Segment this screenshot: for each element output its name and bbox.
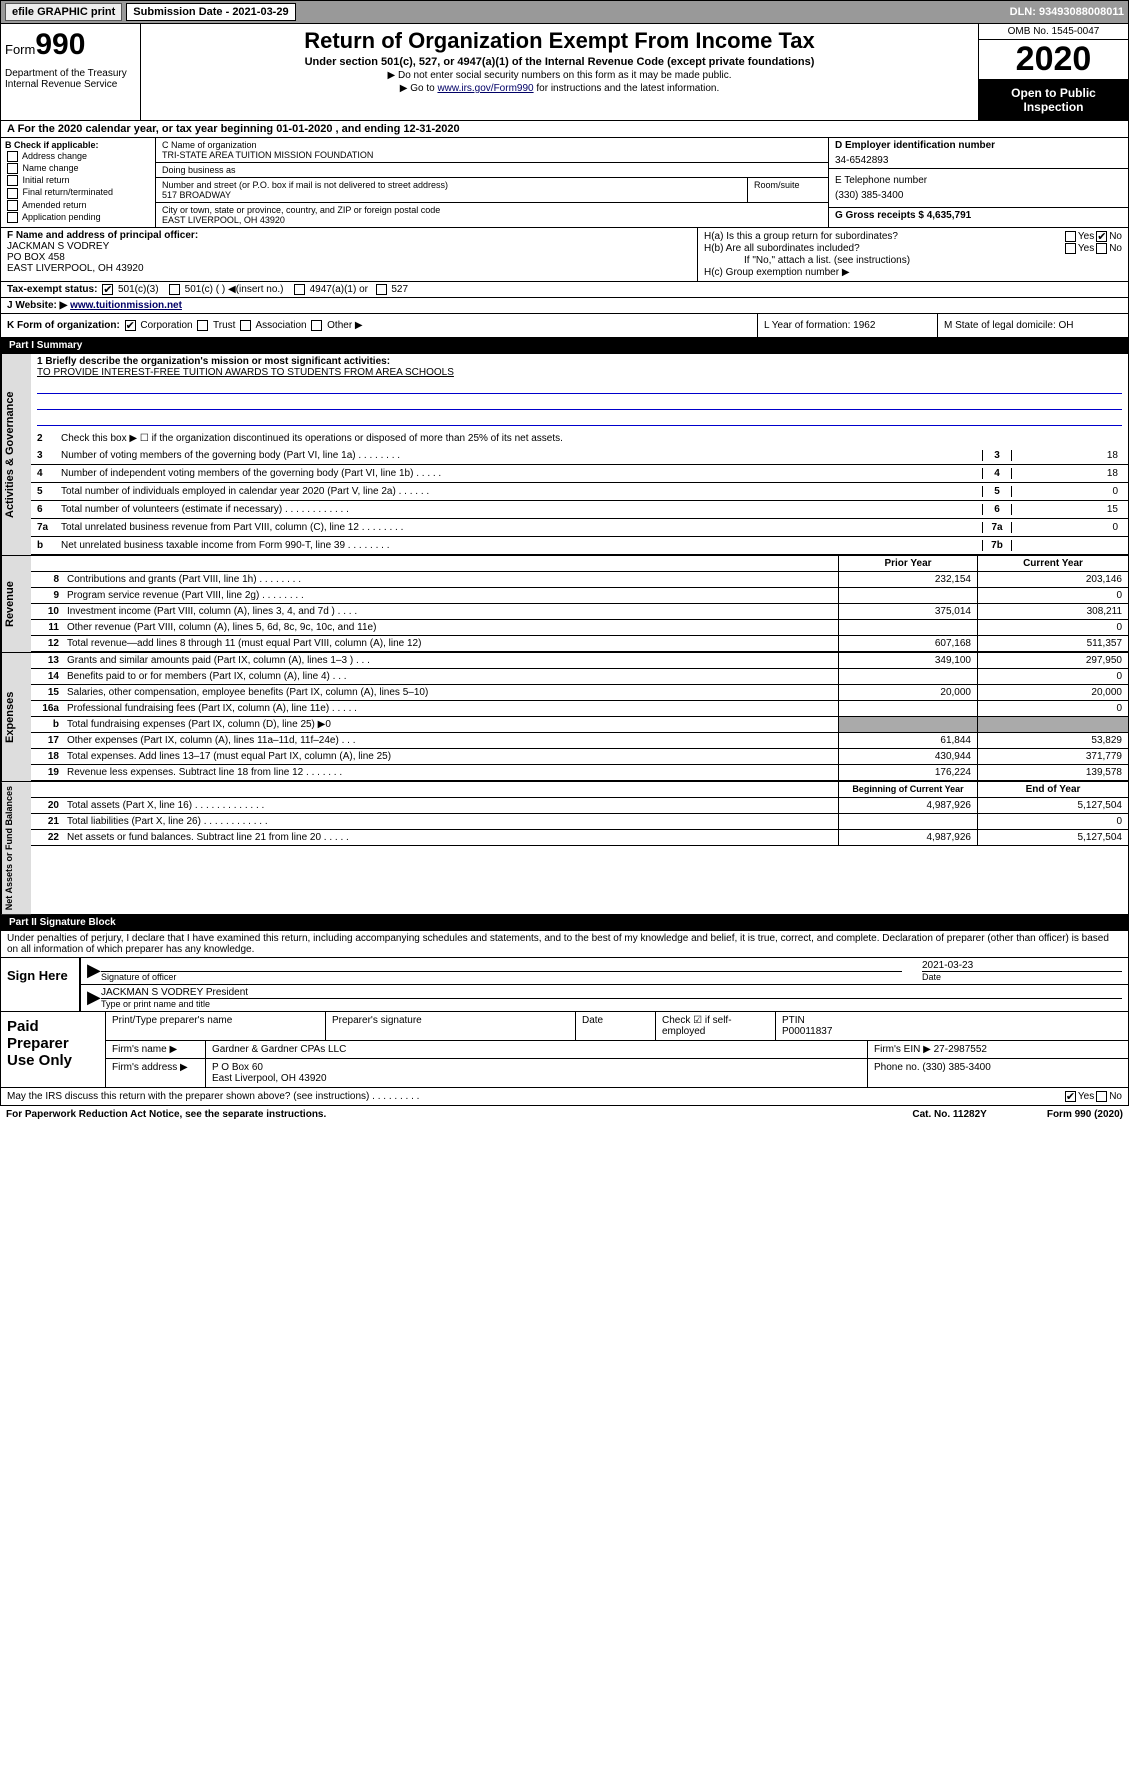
city-value: EAST LIVERPOOL, OH 43920	[162, 215, 822, 225]
form-prefix: Form	[5, 42, 35, 57]
chk-address-change[interactable]: Address change	[5, 151, 151, 162]
chk-other[interactable]	[311, 320, 322, 331]
gross-receipts: G Gross receipts $ 4,635,791	[829, 208, 1128, 223]
chk-501c[interactable]	[169, 284, 180, 295]
chk-discuss-yes[interactable]	[1065, 1091, 1076, 1102]
perjury-text: Under penalties of perjury, I declare th…	[0, 931, 1129, 958]
form-id-block: Form990 Department of the Treasury Inter…	[1, 24, 141, 120]
row-j-website: J Website: ▶ www.tuitionmission.net	[0, 298, 1129, 314]
tax-year: 2020	[979, 40, 1128, 80]
efile-print-button[interactable]: efile GRAPHIC print	[5, 3, 122, 21]
form-header: Form990 Department of the Treasury Inter…	[0, 24, 1129, 121]
vtab-governance: Activities & Governance	[1, 354, 31, 555]
col-h-group: H(a) Is this a group return for subordin…	[698, 228, 1128, 281]
chk-501c3[interactable]	[102, 284, 113, 295]
omb-number: OMB No. 1545-0047	[979, 24, 1128, 40]
chk-4947[interactable]	[294, 284, 305, 295]
chk-name-change[interactable]: Name change	[5, 163, 151, 174]
irs-link[interactable]: www.irs.gov/Form990	[437, 83, 533, 94]
footer: For Paperwork Reduction Act Notice, see …	[0, 1106, 1129, 1123]
chk-corporation[interactable]	[125, 320, 136, 331]
street-label: Number and street (or P.O. box if mail i…	[162, 180, 741, 190]
dba-label: Doing business as	[162, 165, 822, 175]
chk-trust[interactable]	[197, 320, 208, 331]
chk-association[interactable]	[240, 320, 251, 331]
col-b-label: B Check if applicable:	[5, 140, 151, 150]
note-ssn: ▶ Do not enter social security numbers o…	[149, 70, 970, 81]
col-de: D Employer identification number 34-6542…	[828, 138, 1128, 227]
chk-final-return[interactable]: Final return/terminated	[5, 187, 151, 198]
chk-initial-return[interactable]: Initial return	[5, 175, 151, 186]
vtab-net: Net Assets or Fund Balances	[1, 782, 31, 914]
ein-value: 34-6542893	[835, 155, 1122, 166]
website-link[interactable]: www.tuitionmission.net	[70, 300, 182, 311]
expenses-section: Expenses 13Grants and similar amounts pa…	[0, 653, 1129, 782]
sign-block: Sign Here ▶ Signature of officer 2021-03…	[0, 958, 1129, 1012]
officer-name: JACKMAN S VODREY	[7, 241, 691, 252]
dln: DLN: 93493088008011	[1010, 6, 1124, 18]
col-f-officer: F Name and address of principal officer:…	[1, 228, 698, 281]
org-name-label: C Name of organization	[162, 140, 822, 150]
row-klm: K Form of organization: Corporation Trus…	[0, 314, 1129, 338]
tel-label: E Telephone number	[835, 175, 1122, 186]
part2-header: Part II Signature Block	[0, 915, 1129, 931]
state-domicile: M State of legal domicile: OH	[938, 314, 1128, 337]
city-label: City or town, state or province, country…	[162, 205, 822, 215]
paid-preparer-label: Paid Preparer Use Only	[1, 1012, 106, 1087]
form-number: 990	[35, 28, 85, 61]
street-value: 517 BROADWAY	[162, 190, 741, 200]
year-formation: L Year of formation: 1962	[758, 314, 938, 337]
col-b-checkboxes: B Check if applicable: Address change Na…	[1, 138, 156, 227]
col-c-org: C Name of organization TRI-STATE AREA TU…	[156, 138, 828, 227]
part1-header: Part I Summary	[0, 338, 1129, 354]
chk-application-pending[interactable]: Application pending	[5, 212, 151, 223]
chk-amended[interactable]: Amended return	[5, 200, 151, 211]
header-bar: efile GRAPHIC print Submission Date - 20…	[0, 0, 1129, 24]
line1-label: 1 Briefly describe the organization's mi…	[37, 356, 1122, 367]
row-i-tax-status: Tax-exempt status: 501(c)(3) 501(c) ( ) …	[0, 282, 1129, 298]
open-public: Open to Public Inspection	[979, 80, 1128, 120]
submission-date: Submission Date - 2021-03-29	[126, 3, 295, 21]
netassets-section: Net Assets or Fund Balances Beginning of…	[0, 782, 1129, 915]
section-bcdeg: B Check if applicable: Address change Na…	[0, 138, 1129, 228]
officer-addr2: EAST LIVERPOOL, OH 43920	[7, 263, 691, 274]
org-name: TRI-STATE AREA TUITION MISSION FOUNDATIO…	[162, 150, 822, 160]
governance-section: Activities & Governance 1 Briefly descri…	[0, 354, 1129, 556]
paid-preparer-block: Paid Preparer Use Only Print/Type prepar…	[0, 1012, 1129, 1088]
form-title: Return of Organization Exempt From Incom…	[149, 28, 970, 54]
room-label: Room/suite	[748, 178, 828, 202]
mission-text: TO PROVIDE INTEREST-FREE TUITION AWARDS …	[37, 367, 1122, 378]
arrow-icon: ▶	[87, 987, 101, 1009]
line2: Check this box ▶ ☐ if the organization d…	[61, 433, 1122, 444]
chk-527[interactable]	[376, 284, 387, 295]
officer-addr1: PO BOX 458	[7, 252, 691, 263]
form-subtitle: Under section 501(c), 527, or 4947(a)(1)…	[149, 56, 970, 68]
revenue-section: Revenue Prior YearCurrent Year 8Contribu…	[0, 556, 1129, 653]
discuss-row: May the IRS discuss this return with the…	[0, 1088, 1129, 1106]
vtab-expenses: Expenses	[1, 653, 31, 781]
sign-here-label: Sign Here	[1, 958, 81, 1011]
vtab-revenue: Revenue	[1, 556, 31, 652]
department: Department of the Treasury Internal Reve…	[5, 68, 136, 90]
tel-value: (330) 385-3400	[835, 190, 1122, 201]
arrow-icon: ▶	[87, 960, 101, 982]
chk-discuss-no[interactable]	[1096, 1091, 1107, 1102]
ein-label: D Employer identification number	[835, 140, 1122, 151]
section-fh: F Name and address of principal officer:…	[0, 228, 1129, 282]
note-link: ▶ Go to www.irs.gov/Form990 for instruct…	[149, 83, 970, 94]
row-a-period: A For the 2020 calendar year, or tax yea…	[0, 121, 1129, 138]
